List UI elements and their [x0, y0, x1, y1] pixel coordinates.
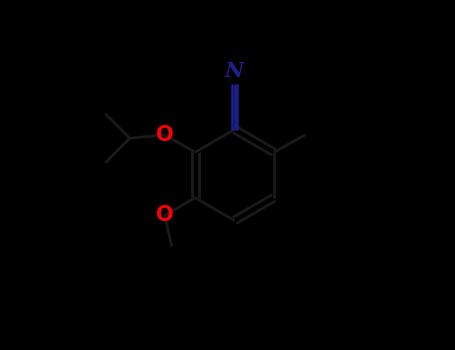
Text: O: O: [156, 205, 174, 225]
Text: N: N: [225, 61, 244, 81]
Text: O: O: [156, 125, 174, 145]
